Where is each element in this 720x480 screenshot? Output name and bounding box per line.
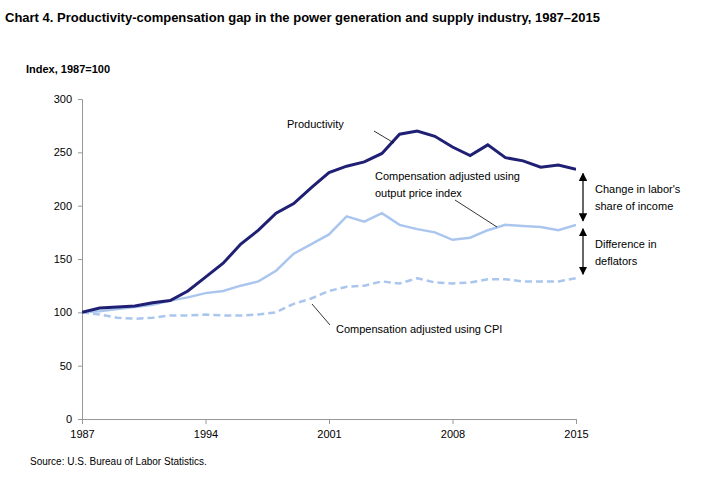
y-tick-mark	[78, 312, 82, 313]
x-tick-mark	[82, 419, 83, 424]
series-label: Compensation adjusted usingoutput price …	[375, 170, 520, 199]
series-label: Compensation adjusted using CPI	[336, 323, 502, 335]
x-axis-line	[83, 420, 577, 425]
x-tick-label: 1987	[70, 428, 94, 440]
y-tick-mark	[78, 366, 82, 367]
x-tick-label: 2008	[441, 428, 465, 440]
y-tick-mark	[78, 99, 82, 100]
annotation: Change in labor'sshare of income	[595, 183, 681, 212]
y-tick: 100	[54, 306, 82, 318]
annotations: Change in labor'sshare of income Differen…	[583, 173, 681, 274]
y-tick-label: 300	[54, 93, 72, 105]
y-tick-mark	[78, 419, 82, 420]
x-tick-label: 1994	[194, 428, 218, 440]
y-tick: 50	[60, 360, 82, 372]
x-tick-label: 2001	[317, 428, 341, 440]
x-tick: 1987	[70, 419, 94, 440]
y-tick-mark	[78, 259, 82, 260]
leader-line	[455, 200, 497, 227]
x-tick: 2015	[564, 419, 588, 440]
y-tick-label: 200	[54, 200, 72, 212]
x-tick: 2001	[317, 419, 341, 440]
y-axis: 0 50 100 150 200 250 300	[54, 93, 83, 425]
y-tick-mark	[78, 152, 82, 153]
y-tick: 200	[54, 200, 82, 212]
y-axis-title: Index, 1987=100	[26, 63, 110, 75]
x-tick-mark	[576, 419, 577, 424]
series-line	[82, 278, 576, 319]
chart: Chart 4. Productivity-compensation gap i…	[0, 0, 720, 480]
x-tick: 1994	[194, 419, 218, 440]
y-tick-mark	[78, 206, 82, 207]
x-axis: 1987 1994 2001 2008 2015	[70, 419, 588, 440]
x-tick-mark	[453, 419, 454, 424]
y-tick: 150	[54, 253, 82, 265]
y-tick: 250	[54, 146, 82, 158]
leader-line	[374, 131, 394, 143]
x-tick: 2008	[441, 419, 465, 440]
series-line	[82, 131, 576, 312]
y-tick-label: 50	[60, 360, 72, 372]
plot-area	[82, 131, 576, 319]
y-tick-label: 100	[54, 306, 72, 318]
x-tick-mark	[206, 419, 207, 424]
series-label: Productivity	[287, 118, 344, 130]
gap-arrow	[582, 173, 583, 220]
series-labels: Productivity Compensation adjusted usingo…	[287, 118, 520, 335]
series-line	[82, 213, 576, 312]
x-tick-mark	[329, 419, 330, 424]
leader-line	[312, 304, 330, 325]
y-tick-label: 150	[54, 253, 72, 265]
y-axis-line	[78, 100, 83, 420]
y-tick-label: 0	[66, 413, 72, 425]
y-tick: 300	[54, 93, 82, 105]
y-tick: 0	[66, 413, 82, 425]
title: Chart 4. Productivity-compensation gap i…	[5, 10, 600, 25]
source: Source: U.S. Bureau of Labor Statistics.	[30, 456, 207, 467]
annotation: Difference indeflators	[595, 238, 657, 267]
x-tick-label: 2015	[564, 428, 588, 440]
y-tick-label: 250	[54, 146, 72, 158]
gap-arrow	[582, 229, 583, 274]
